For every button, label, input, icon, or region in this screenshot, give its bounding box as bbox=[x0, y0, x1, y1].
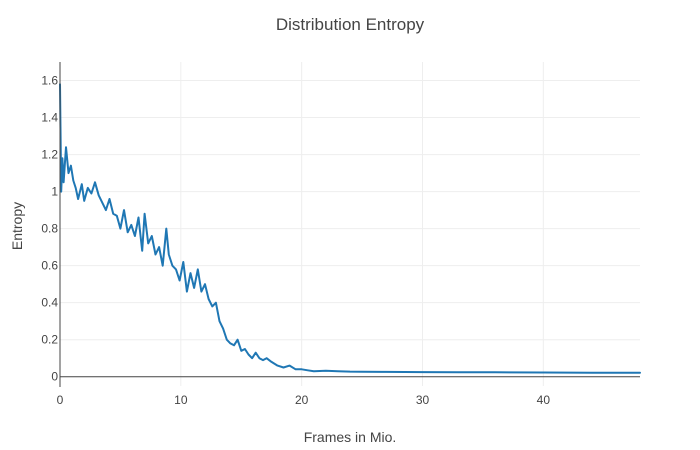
x-tick-label: 40 bbox=[537, 393, 551, 407]
axis-layer bbox=[59, 62, 640, 387]
grid-layer bbox=[60, 62, 640, 386]
x-tick-label: 30 bbox=[416, 393, 430, 407]
y-tick-label: 0.8 bbox=[41, 222, 58, 236]
series-line bbox=[59, 83, 641, 374]
ticks-layer: 0 0.2 0.4 0.6 0.8 1 1.2 1.4 1.6 0 10 20 30 40 bbox=[41, 74, 550, 407]
x-axis-title: Frames in Mio. bbox=[304, 429, 397, 445]
x-tick-label: 0 bbox=[57, 393, 64, 407]
y-tick-label: 0 bbox=[51, 370, 58, 384]
y-tick-label: 1 bbox=[51, 185, 58, 199]
y-tick-label: 1.2 bbox=[41, 148, 58, 162]
y-tick-label: 0.6 bbox=[41, 259, 58, 273]
y-tick-label: 1.4 bbox=[41, 111, 58, 125]
x-tick-label: 10 bbox=[174, 393, 188, 407]
x-tick-label: 20 bbox=[295, 393, 309, 407]
y-tick-label: 0.4 bbox=[41, 296, 58, 310]
series-layer bbox=[59, 83, 641, 374]
y-tick-label: 0.2 bbox=[41, 333, 58, 347]
y-axis-title: Entropy bbox=[9, 202, 25, 250]
chart-title: Distribution Entropy bbox=[276, 15, 425, 34]
y-tick-label: 1.6 bbox=[41, 74, 58, 88]
